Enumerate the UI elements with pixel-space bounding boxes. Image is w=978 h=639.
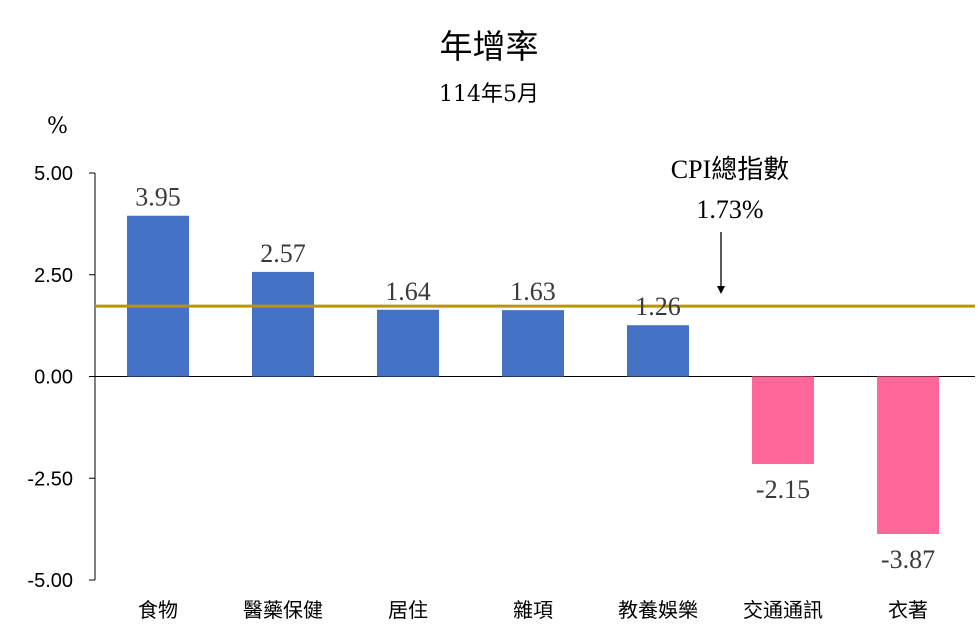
category-label: 衣著 [888, 598, 928, 622]
y-tick-label: -5.00 [27, 570, 73, 592]
bar-3 [377, 309, 439, 377]
y-tick-label: 2.50 [34, 265, 73, 287]
category-label: 教養娛樂 [618, 598, 698, 622]
bar-7 [877, 376, 939, 535]
data-label: 1.64 [385, 277, 431, 306]
chart-subtitle: 114年5月 [439, 82, 539, 107]
category-label: 醫藥保健 [243, 598, 323, 622]
data-label: 1.26 [635, 292, 681, 321]
chart-title: 年增率 [439, 27, 539, 66]
bar-5 [627, 325, 689, 377]
category-label: 食物 [138, 598, 178, 622]
y-tick-label: 5.00 [34, 163, 73, 185]
bar-6 [752, 376, 814, 465]
data-label: 3.95 [135, 183, 181, 212]
bar-4 [502, 310, 564, 377]
cpi-arrow-head [717, 286, 725, 294]
category-label: 雜項 [513, 598, 553, 622]
cpi-annotation-value: 1.73% [696, 195, 763, 224]
data-label: -3.87 [881, 545, 935, 574]
category-label: 居住 [388, 598, 428, 622]
data-label: -2.15 [756, 475, 810, 504]
cpi-annotation-label: CPI總指數 [671, 155, 789, 184]
y-tick-label: 0.00 [34, 367, 73, 389]
y-tick-label: -2.50 [27, 468, 73, 490]
data-label: 2.57 [260, 239, 306, 268]
y-axis-unit-label: % [47, 114, 68, 139]
bar-1 [127, 215, 189, 377]
category-label: 交通通訊 [743, 598, 823, 622]
data-label: 1.63 [510, 277, 556, 306]
bar-2 [252, 271, 314, 377]
